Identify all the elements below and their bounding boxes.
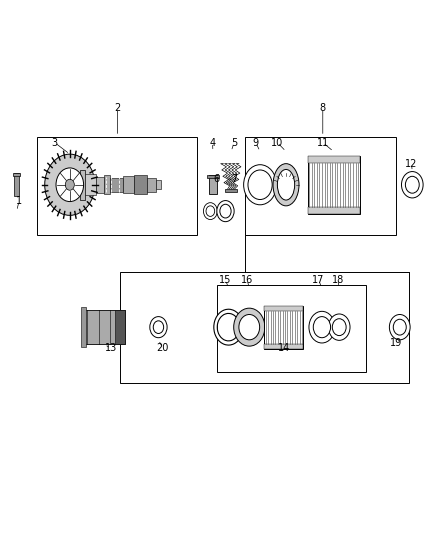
Bar — [134, 175, 147, 194]
Text: 9: 9 — [253, 138, 259, 148]
Bar — [225, 189, 237, 192]
Bar — [265, 305, 304, 349]
Circle shape — [65, 179, 74, 190]
Circle shape — [402, 172, 423, 198]
Text: 13: 13 — [105, 343, 117, 353]
Bar — [110, 178, 123, 191]
Bar — [104, 175, 110, 194]
Circle shape — [239, 314, 260, 340]
Text: 11: 11 — [317, 138, 329, 148]
Text: 7: 7 — [231, 174, 237, 184]
Circle shape — [389, 314, 410, 340]
Circle shape — [244, 165, 276, 205]
Text: 4: 4 — [209, 138, 215, 148]
Circle shape — [153, 321, 164, 334]
Bar — [265, 344, 304, 349]
Bar — [123, 176, 134, 193]
Text: 18: 18 — [332, 274, 344, 285]
Circle shape — [313, 317, 331, 338]
Ellipse shape — [277, 169, 295, 200]
Bar — [84, 310, 125, 344]
Text: 12: 12 — [405, 159, 417, 168]
Bar — [96, 177, 104, 192]
Bar — [14, 173, 19, 196]
Text: 8: 8 — [320, 103, 326, 114]
Circle shape — [332, 319, 346, 336]
Circle shape — [45, 154, 95, 215]
Circle shape — [234, 308, 265, 346]
Bar — [156, 180, 161, 190]
Bar — [217, 285, 366, 372]
Bar — [245, 138, 396, 235]
Bar — [307, 207, 360, 214]
Text: 5: 5 — [231, 138, 237, 148]
Text: 6: 6 — [214, 174, 220, 184]
Bar — [80, 170, 85, 199]
Text: 17: 17 — [312, 274, 325, 285]
Circle shape — [150, 317, 167, 338]
Bar — [85, 174, 96, 195]
Bar — [147, 178, 156, 191]
Circle shape — [309, 311, 335, 343]
Text: 20: 20 — [157, 343, 169, 353]
Circle shape — [406, 176, 419, 193]
Bar — [13, 173, 20, 176]
Bar — [37, 138, 198, 235]
Text: 19: 19 — [390, 338, 403, 348]
Text: 3: 3 — [52, 138, 58, 148]
Wedge shape — [214, 309, 241, 345]
Bar — [208, 175, 217, 194]
Circle shape — [217, 200, 234, 222]
Circle shape — [203, 203, 217, 220]
Circle shape — [328, 314, 350, 341]
Bar — [116, 310, 125, 344]
Text: 14: 14 — [278, 343, 290, 353]
Text: 16: 16 — [241, 274, 253, 285]
Bar — [207, 175, 219, 179]
Bar — [265, 305, 304, 311]
Bar — [81, 308, 85, 347]
Ellipse shape — [273, 164, 299, 206]
Bar — [307, 156, 360, 163]
Bar — [307, 156, 360, 214]
Text: 10: 10 — [271, 138, 283, 148]
Circle shape — [56, 168, 84, 201]
Circle shape — [220, 204, 231, 218]
Circle shape — [206, 206, 215, 216]
Circle shape — [248, 170, 272, 199]
Bar — [120, 272, 409, 383]
Text: 1: 1 — [16, 196, 22, 206]
Text: 2: 2 — [114, 103, 120, 114]
Text: 15: 15 — [219, 274, 232, 285]
Circle shape — [393, 319, 406, 335]
